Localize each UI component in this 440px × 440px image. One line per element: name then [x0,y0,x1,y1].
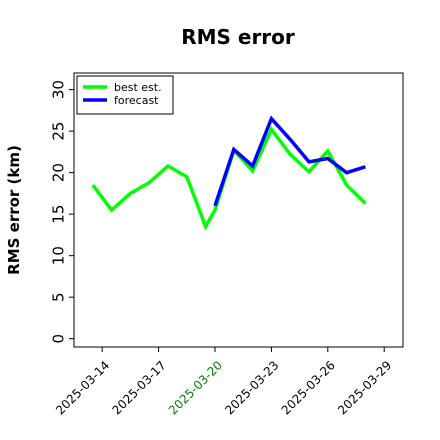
y-tick-label: 15 [49,205,67,224]
legend: best est.forecast [76,75,174,115]
x-tick-label: 2025-03-23 [222,358,281,417]
axes: 0510152025302025-03-142025-03-172025-03-… [49,72,404,417]
chart-title: RMS error [181,25,295,49]
legend-label: best est. [114,81,162,94]
x-tick-label: 2025-03-17 [110,358,169,417]
x-tick-label: 2025-03-20 [166,358,225,417]
y-axis-label: RMS error (km) [5,145,23,275]
y-tick-label: 25 [49,122,67,141]
y-tick-label: 5 [49,292,67,302]
y-tick-label: 0 [49,334,67,344]
y-tick-label: 30 [49,80,67,99]
y-tick-label: 10 [49,246,67,265]
y-tick-label: 20 [49,163,67,182]
x-tick-label: 2025-03-14 [53,358,112,417]
series-layer [91,115,367,231]
legend-label: forecast [114,94,159,107]
series-line-best-est [91,126,367,231]
x-tick-label: 2025-03-26 [279,358,338,417]
legend-box [76,75,174,115]
series-line-forecast [213,115,366,207]
plot-frame [73,72,404,348]
x-tick-label: 2025-03-29 [335,358,394,417]
